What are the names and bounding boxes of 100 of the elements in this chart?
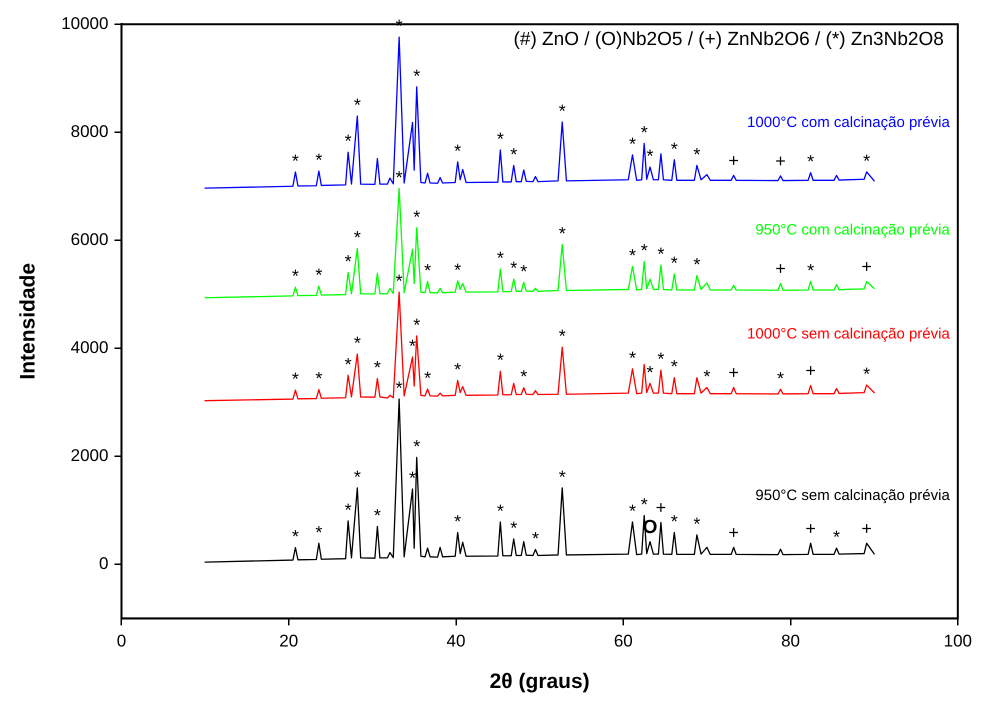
annotation: * (292, 526, 299, 547)
annotation: + (728, 522, 739, 542)
annotation: * (315, 150, 322, 170)
annotation: * (863, 364, 870, 384)
annotation: * (510, 258, 518, 278)
annotation: + (861, 518, 872, 538)
annotation: * (628, 500, 636, 521)
annotation: * (628, 348, 636, 368)
annotation: * (344, 354, 352, 374)
annotation: * (396, 271, 403, 292)
annotation: * (670, 511, 678, 532)
annotation: * (657, 244, 664, 264)
annotation: + (775, 258, 786, 278)
y-tick-label: 4000 (70, 338, 108, 357)
annotation: * (354, 332, 361, 353)
annotation: * (354, 95, 361, 115)
annotation: * (646, 362, 654, 382)
y-tick-label: 8000 (70, 122, 108, 141)
annotation: * (558, 100, 566, 121)
annotation: * (807, 260, 814, 280)
x-tick-label: 0 (116, 631, 126, 650)
annotation: * (646, 146, 654, 166)
annotation: * (640, 240, 648, 261)
annotation: * (520, 261, 528, 282)
annotation: * (703, 366, 710, 386)
annotation: * (640, 122, 648, 143)
annotation: + (805, 360, 816, 381)
annotation: * (413, 314, 420, 335)
annotation: * (315, 265, 322, 286)
annotation: (#) ZnO / (O)Nb2O5 / (+) ZnNb2O6 / (*) Zn3Nb2O8 (514, 28, 944, 50)
annotation: + (805, 518, 816, 538)
annotation: * (670, 356, 678, 377)
annotation: * (292, 151, 299, 172)
annotation: * (807, 152, 814, 172)
y-tick-label: 2000 (70, 446, 108, 466)
annotation: * (863, 150, 870, 171)
y-axis-title: Intensidade (16, 262, 40, 380)
annotation: * (496, 248, 504, 268)
annotation: * (510, 518, 518, 538)
annotation: * (396, 378, 403, 398)
text: 1000°C com calcinação prévia (747, 114, 950, 131)
annotation: * (315, 368, 322, 389)
annotation: * (454, 511, 462, 532)
annotation: * (532, 528, 539, 548)
annotation: * (510, 144, 518, 164)
x-tick-label: 40 (446, 631, 466, 650)
annotation: * (396, 167, 403, 188)
annotation: * (344, 131, 352, 152)
annotation: * (292, 369, 299, 390)
annotation: * (374, 358, 381, 378)
annotation: * (413, 206, 420, 227)
annotation: * (628, 134, 636, 154)
text: 950°C sem calcinação prévia (755, 486, 950, 504)
annotation: * (693, 144, 700, 164)
annotation: * (315, 522, 322, 542)
annotation: * (344, 251, 352, 272)
x-tick-label: 20 (279, 631, 298, 650)
annotation: * (424, 260, 432, 281)
y-tick-label: 6000 (70, 230, 108, 249)
annotation: * (558, 466, 566, 487)
text: 950°C com calcinação prévia (755, 221, 950, 238)
annotation: * (413, 66, 420, 86)
annotation: * (454, 359, 462, 380)
annotation: * (454, 140, 462, 161)
annotation: * (409, 336, 416, 356)
annotation: + (861, 256, 872, 277)
annotation: * (670, 138, 678, 159)
annotation: * (670, 253, 678, 274)
annotation: * (558, 224, 566, 244)
annotation: * (413, 436, 420, 456)
annotation: * (558, 326, 566, 346)
y-tick-label: 0 (99, 554, 108, 574)
annotation: * (693, 254, 700, 275)
text: 1000°C sem calcinação prévia (747, 326, 950, 343)
annotation: * (354, 228, 361, 248)
annotation: * (628, 245, 636, 266)
annotation: * (496, 129, 504, 150)
x-tick-label: 100 (944, 631, 972, 650)
annotation: * (496, 350, 504, 370)
y-tick-label: 10000 (61, 14, 108, 33)
annotation: * (354, 466, 361, 487)
annotation: * (344, 500, 352, 520)
annotation: * (657, 349, 664, 370)
annotation: + (728, 150, 739, 170)
annotation: + (775, 150, 786, 171)
annotation: + (656, 497, 666, 518)
annotation: * (292, 266, 299, 286)
annotation: * (777, 368, 784, 388)
annotation: * (454, 260, 462, 280)
x-tick-label: 60 (614, 631, 633, 650)
annotation: * (640, 494, 648, 514)
annotation: * (496, 500, 504, 521)
x-tick-label: 80 (781, 631, 800, 650)
annotation: * (520, 366, 528, 387)
annotation: * (693, 514, 700, 534)
annotation: * (424, 368, 432, 388)
annotation: * (833, 527, 840, 548)
annotation: * (374, 506, 381, 526)
x-axis-title: 2θ (graus) (490, 670, 590, 694)
annotation: + (728, 362, 739, 382)
